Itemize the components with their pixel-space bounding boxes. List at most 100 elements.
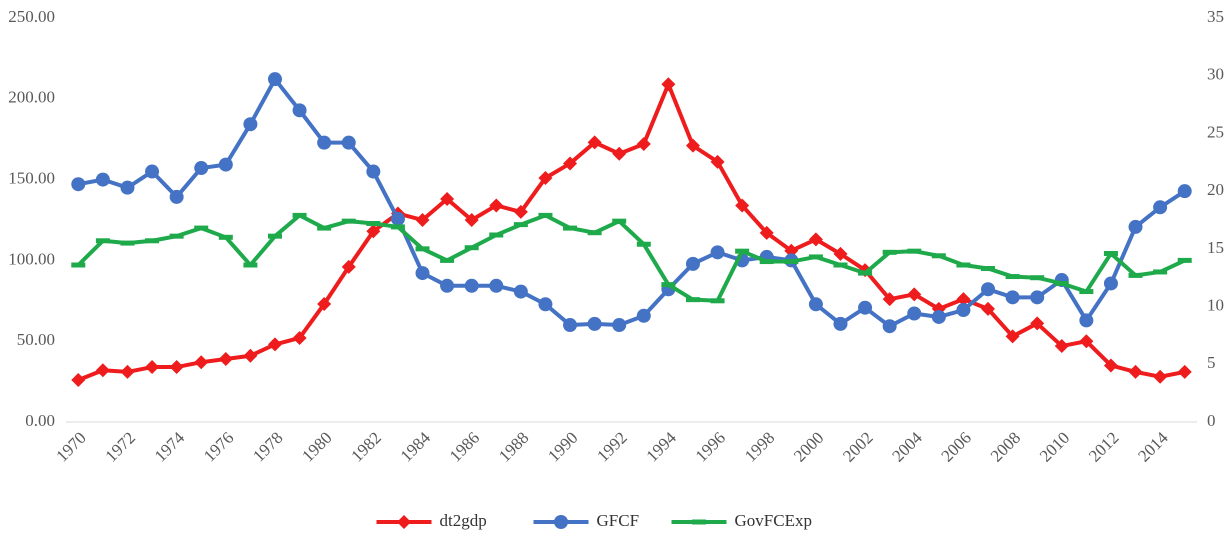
- marker: [489, 278, 504, 293]
- marker: [833, 246, 848, 261]
- x-tick-label: 2010: [1036, 428, 1073, 465]
- marker: [440, 191, 455, 206]
- y-tick-label: 0.00: [25, 411, 55, 430]
- marker: [685, 138, 700, 153]
- marker: [71, 177, 86, 192]
- marker: [808, 254, 823, 260]
- y-tick-label: 150.00: [8, 169, 55, 188]
- marker: [366, 220, 381, 226]
- y-tick-label: 250.00: [8, 7, 55, 26]
- marker: [1030, 275, 1045, 281]
- marker: [538, 170, 553, 185]
- marker: [145, 360, 160, 375]
- marker: [563, 225, 578, 231]
- y2-tick-label: 5: [1207, 353, 1216, 372]
- x-tick-label: 2002: [839, 428, 876, 465]
- marker: [71, 372, 86, 387]
- marker: [489, 198, 504, 213]
- x-tick-label: 1998: [741, 428, 778, 465]
- marker: [169, 360, 184, 375]
- marker: [341, 259, 356, 274]
- marker: [440, 257, 455, 263]
- marker: [1153, 200, 1168, 215]
- marker: [1079, 334, 1094, 349]
- marker: [513, 284, 528, 299]
- marker: [636, 137, 651, 152]
- marker: [1128, 272, 1143, 278]
- x-tick-label: 2014: [1134, 428, 1172, 466]
- marker: [513, 204, 528, 219]
- x-tick-label: 2008: [987, 428, 1024, 465]
- marker: [1128, 219, 1143, 234]
- series-line: [77, 77, 1186, 329]
- marker: [956, 292, 971, 307]
- marker: [931, 309, 946, 324]
- x-tick-label: 1986: [446, 428, 483, 465]
- series-line: [77, 82, 1186, 382]
- x-tick-label: 1974: [151, 428, 189, 466]
- marker: [710, 298, 725, 304]
- legend-label: GovFCExp: [735, 511, 812, 530]
- y2-tick-label: 15: [1207, 238, 1224, 257]
- marker: [120, 240, 135, 246]
- marker: [833, 262, 848, 268]
- marker: [1005, 290, 1020, 305]
- marker: [317, 225, 332, 231]
- marker: [267, 233, 282, 239]
- marker: [538, 212, 553, 218]
- marker: [882, 319, 897, 334]
- marker: [931, 253, 946, 259]
- legend: dt2gdp GFCF GovFCExp: [376, 511, 812, 530]
- marker: [194, 355, 209, 370]
- marker: [784, 243, 799, 258]
- marker: [489, 232, 504, 238]
- marker: [292, 330, 307, 345]
- marker: [1103, 250, 1118, 256]
- marker: [735, 198, 750, 213]
- marker: [194, 161, 209, 176]
- marker: [390, 211, 405, 226]
- marker: [538, 297, 553, 312]
- x-tick-label: 1970: [52, 428, 89, 465]
- marker: [1103, 276, 1118, 291]
- marker: [1005, 274, 1020, 280]
- marker: [1030, 316, 1045, 331]
- legend-label: dt2gdp: [440, 511, 487, 530]
- marker: [145, 164, 160, 179]
- marker: [661, 77, 676, 92]
- marker: [218, 157, 233, 172]
- marker: [612, 146, 627, 161]
- x-tick-label: 1972: [102, 428, 139, 465]
- marker: [636, 241, 651, 247]
- marker: [907, 306, 922, 321]
- marker: [267, 337, 282, 352]
- marker: [169, 189, 184, 204]
- marker: [243, 117, 258, 132]
- marker: [563, 318, 578, 333]
- marker: [956, 303, 971, 318]
- x-tick-label: 2004: [888, 428, 926, 466]
- marker: [808, 297, 823, 312]
- marker: [612, 318, 627, 333]
- marker: [366, 164, 381, 179]
- x-tick-label: 1988: [495, 428, 532, 465]
- marker: [1103, 358, 1118, 373]
- marker: [341, 135, 356, 150]
- marker: [907, 248, 922, 254]
- marker: [415, 266, 430, 281]
- marker: [735, 248, 750, 254]
- marker: [981, 265, 996, 271]
- marker: [710, 154, 725, 169]
- series-line: [76, 213, 1186, 303]
- marker: [292, 103, 307, 118]
- marker: [833, 316, 848, 331]
- x-tick-label: 1994: [642, 428, 680, 466]
- marker: [169, 233, 184, 239]
- marker: [390, 224, 405, 230]
- marker: [1153, 369, 1168, 384]
- x-tick-label: 1980: [298, 428, 335, 465]
- x-tick-label: 1992: [593, 428, 630, 465]
- marker: [120, 364, 135, 379]
- marker: [636, 308, 651, 323]
